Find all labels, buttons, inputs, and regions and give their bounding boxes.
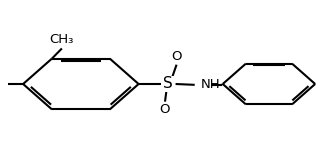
Text: CH₃: CH₃ <box>50 33 74 46</box>
Text: O: O <box>171 50 182 63</box>
Text: NH: NH <box>201 78 220 91</box>
Text: O: O <box>160 103 170 116</box>
Text: S: S <box>163 76 173 92</box>
